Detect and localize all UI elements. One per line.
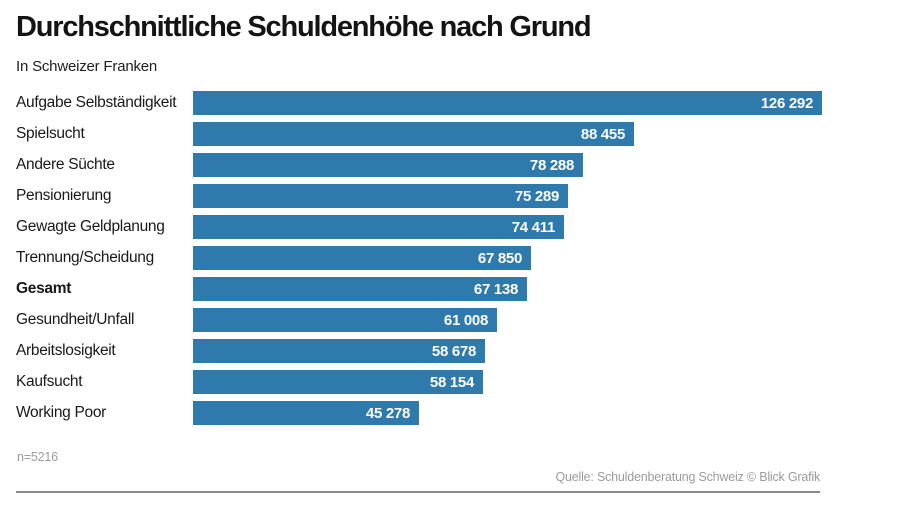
value-label: 58 678 [431, 342, 476, 360]
bar-track: 78 288 [193, 153, 884, 177]
bar-track: 61 008 [193, 308, 884, 332]
bar-row: Gesundheit/Unfall 61 008 [16, 308, 884, 332]
bar-row: Trennung/Scheidung 67 850 [16, 246, 884, 270]
value-label: 88 455 [580, 125, 625, 143]
sample-size-note: n=5216 [17, 450, 58, 464]
bar-row: Arbeitslosigkeit 58 678 [16, 339, 884, 363]
bar-row: Kaufsucht 58 154 [16, 370, 884, 394]
bar: 88 455 [193, 122, 634, 146]
bar-row: Andere Süchte 78 288 [16, 153, 884, 177]
bar-chart: Aufgabe Selbständigkeit 126 292 Spielsucht… [16, 91, 884, 425]
bar: 45 278 [193, 401, 419, 425]
category-label: Trennung/Scheidung [16, 249, 154, 266]
value-label: 126 292 [760, 94, 813, 112]
value-label: 67 850 [477, 249, 522, 267]
bar-row: Aufgabe Selbständigkeit 126 292 [16, 91, 884, 115]
value-label: 67 138 [473, 280, 518, 298]
value-label: 58 154 [429, 373, 474, 391]
bar: 67 138 [193, 277, 527, 301]
category-label: Pensionierung [16, 187, 112, 204]
value-label: 61 008 [443, 311, 488, 329]
bar: 58 154 [193, 370, 483, 394]
bar: 58 678 [193, 339, 485, 363]
value-label: 74 411 [511, 218, 556, 236]
bottom-rule [16, 491, 820, 493]
bar-track: 58 678 [193, 339, 884, 363]
bar-track: 75 289 [193, 184, 884, 208]
bar: 61 008 [193, 308, 497, 332]
bar-track: 67 138 [193, 277, 884, 301]
bar: 126 292 [193, 91, 822, 115]
bar: 75 289 [193, 184, 568, 208]
category-label: Aufgabe Selbständigkeit [16, 94, 177, 111]
bar-track: 45 278 [193, 401, 884, 425]
value-label: 75 289 [514, 187, 559, 205]
bar-row: Spielsucht 88 455 [16, 122, 884, 146]
value-label: 78 288 [529, 156, 574, 174]
bar: 74 411 [193, 215, 564, 239]
bar-track: 74 411 [193, 215, 884, 239]
value-label: 45 278 [365, 404, 410, 422]
bar-track: 126 292 [193, 91, 884, 115]
category-label: Gesundheit/Unfall [16, 311, 135, 328]
category-label: Spielsucht [16, 125, 85, 142]
category-label: Gewagte Geldplanung [16, 218, 165, 235]
category-label: Gesamt [16, 280, 72, 297]
category-label: Working Poor [16, 404, 107, 421]
bar-track: 58 154 [193, 370, 884, 394]
category-label: Arbeitslosigkeit [16, 342, 116, 359]
bar: 67 850 [193, 246, 531, 270]
chart-title: Durchschnittliche Schuldenhöhe nach Grun… [16, 11, 592, 43]
bar-track: 67 850 [193, 246, 884, 270]
bar-row: Pensionierung 75 289 [16, 184, 884, 208]
bar-row: Gewagte Geldplanung 74 411 [16, 215, 884, 239]
bar-row: Working Poor 45 278 [16, 401, 884, 425]
category-label: Andere Süchte [16, 156, 115, 173]
bar: 78 288 [193, 153, 583, 177]
bar-track: 88 455 [193, 122, 884, 146]
chart-subtitle: In Schweizer Franken [16, 58, 158, 75]
category-label: Kaufsucht [16, 373, 83, 390]
source-credit: Quelle: Schuldenberatung Schweiz © Blick… [555, 470, 820, 484]
bar-row: Gesamt 67 138 [16, 277, 884, 301]
